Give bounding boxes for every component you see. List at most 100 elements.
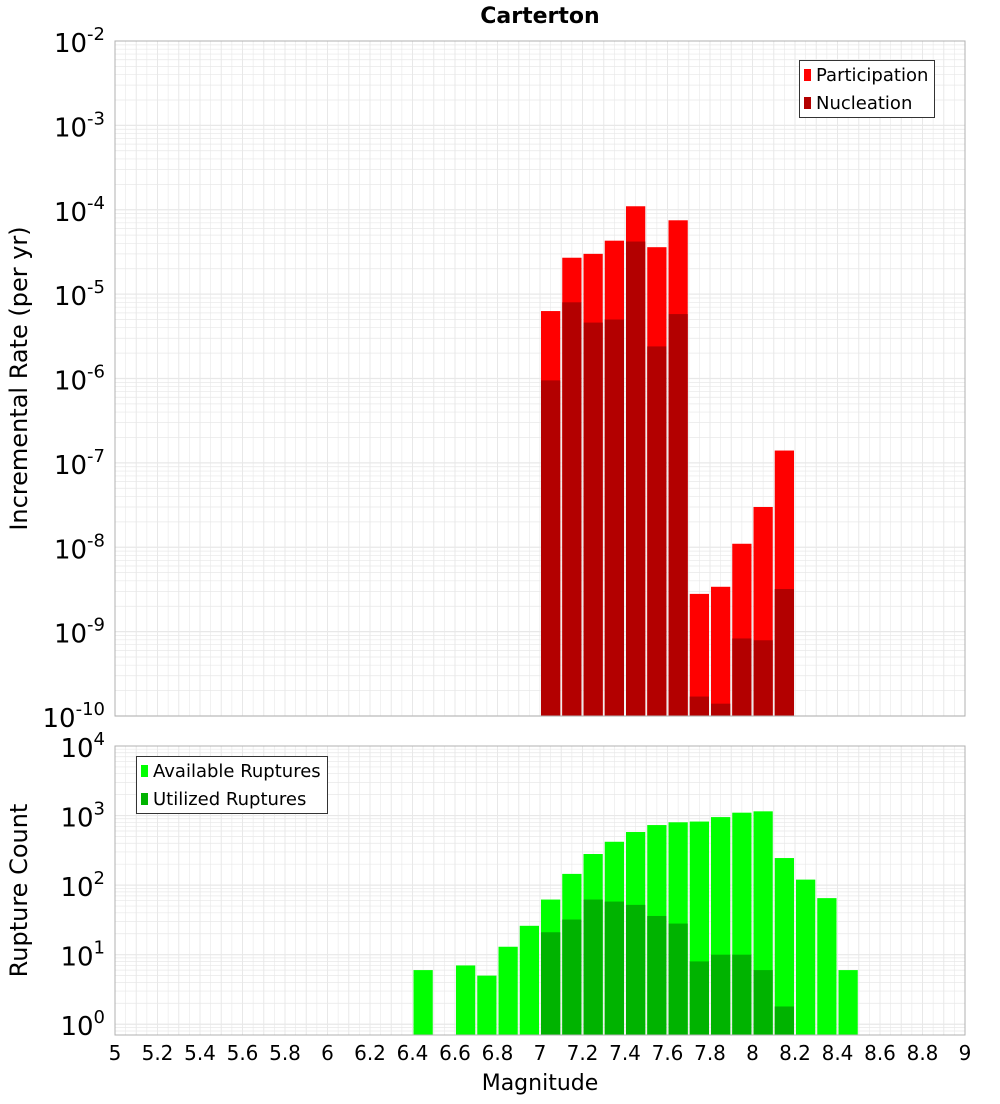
legend-swatch-participation xyxy=(804,69,811,81)
y-tick-label: 102 xyxy=(60,868,105,903)
x-tick-label: 6.4 xyxy=(397,1041,429,1065)
x-tick-label: 5.8 xyxy=(269,1041,301,1065)
bar-utilized-ruptures xyxy=(753,970,773,1035)
bar-nucleation xyxy=(647,346,667,716)
y-tick-label: 104 xyxy=(60,729,105,764)
bar-utilized-ruptures xyxy=(626,904,646,1035)
bar-participation xyxy=(711,586,731,716)
x-tick-label: 7 xyxy=(534,1041,547,1065)
bar-available-ruptures xyxy=(796,879,816,1035)
bar-nucleation xyxy=(626,241,646,717)
x-tick-label: 8.4 xyxy=(822,1041,854,1065)
x-axis-title: Magnitude xyxy=(482,1071,599,1096)
y-tick-label: 10-3 xyxy=(54,108,105,143)
bar-nucleation xyxy=(753,640,773,716)
legend-item-nucleation: Nucleation xyxy=(800,89,934,117)
bar-utilized-ruptures xyxy=(647,915,667,1035)
bar-utilized-ruptures xyxy=(668,923,688,1035)
y-tick-label: 101 xyxy=(60,938,105,973)
bar-utilized-ruptures xyxy=(711,954,731,1035)
legend-label-utilized: Utilized Ruptures xyxy=(153,788,307,810)
legend-label-participation: Participation xyxy=(816,64,929,86)
bars-count xyxy=(413,811,858,1035)
bar-nucleation xyxy=(732,638,752,716)
x-tick-label: 5.2 xyxy=(142,1041,174,1065)
bar-available-ruptures xyxy=(456,965,476,1035)
bar-available-ruptures xyxy=(774,858,794,1035)
x-tick-label: 7.2 xyxy=(567,1041,599,1065)
bar-nucleation xyxy=(604,319,624,716)
x-tick-labels: 5 5.2 5.4 5.6 5.8 6 6.2 6.4 6.6 6.8 7 7.2 7.4 7.6 7.8 8… xyxy=(109,1041,972,1065)
bar-nucleation xyxy=(668,314,688,716)
x-tick-label: 5 xyxy=(109,1041,122,1065)
bar-utilized-ruptures xyxy=(774,1006,794,1035)
x-tick-label: 7.8 xyxy=(694,1041,726,1065)
x-tick-label: 6.8 xyxy=(482,1041,514,1065)
bar-nucleation xyxy=(541,380,561,716)
y-axis-title-count: Rupture Count xyxy=(5,804,33,978)
bar-utilized-ruptures xyxy=(583,899,603,1035)
y-tick-label: 10-9 xyxy=(54,615,105,650)
legend-item-participation: Participation xyxy=(800,61,934,89)
bar-utilized-ruptures xyxy=(604,901,624,1035)
bar-available-ruptures xyxy=(413,970,433,1035)
bar-nucleation xyxy=(562,302,582,716)
bar-available-ruptures xyxy=(817,898,837,1035)
bar-utilized-ruptures xyxy=(541,932,561,1035)
bar-available-ruptures xyxy=(477,975,497,1035)
y-tick-label: 103 xyxy=(60,799,105,834)
x-tick-label: 6.6 xyxy=(439,1041,471,1065)
legend-item-available: Available Ruptures xyxy=(137,757,327,785)
y-tick-label: 10-5 xyxy=(54,277,105,312)
x-tick-label: 5.6 xyxy=(227,1041,259,1065)
bar-utilized-ruptures xyxy=(689,961,709,1035)
legend-label-available: Available Ruptures xyxy=(153,760,321,782)
panel-count: 104 103 102 101 100 Rupture Count 5 5.2 5.4 5.6 5.… xyxy=(5,729,971,1096)
bar-participation xyxy=(689,593,709,716)
x-tick-label: 6.2 xyxy=(354,1041,386,1065)
x-tick-label: 9 xyxy=(959,1041,972,1065)
plot-frame-rate xyxy=(114,40,966,717)
bar-nucleation xyxy=(774,589,794,716)
y-tick-label: 10-8 xyxy=(54,530,105,565)
x-tick-label: 6 xyxy=(321,1041,334,1065)
panel-rate: 10-2 10-3 10-4 10-5 10-6 10-7 10-8 10-9 10-10 Inc… xyxy=(5,4,966,734)
y-tick-label: 10-10 xyxy=(43,699,106,734)
bar-available-ruptures xyxy=(519,925,539,1035)
legend-label-nucleation: Nucleation xyxy=(816,92,913,114)
y-axis-title-rate: Incremental Rate (per yr) xyxy=(5,226,33,530)
x-tick-label: 8.2 xyxy=(779,1041,811,1065)
legend-swatch-nucleation xyxy=(804,97,811,109)
y-tick-label: 10-4 xyxy=(54,193,105,228)
plot-frame-count xyxy=(114,745,966,1036)
x-tick-label: 7.6 xyxy=(652,1041,684,1065)
x-tick-label: 5.4 xyxy=(184,1041,216,1065)
chart-title: Carterton xyxy=(480,4,599,29)
legend-swatch-utilized xyxy=(141,793,148,805)
bottom-legend: Available Ruptures Utilized Ruptures xyxy=(136,756,328,814)
x-tick-label: 7.4 xyxy=(609,1041,641,1065)
grid-rate xyxy=(114,41,966,717)
top-legend: Participation Nucleation xyxy=(799,60,936,118)
bar-utilized-ruptures xyxy=(732,954,752,1035)
y-tick-label: 10-7 xyxy=(54,446,105,481)
y-tick-label: 10-2 xyxy=(54,24,105,59)
y-tick-label: 10-6 xyxy=(54,362,105,397)
bars-rate xyxy=(541,206,794,717)
y-tick-labels-rate: 10-2 10-3 10-4 10-5 10-6 10-7 10-8 10-9 10-10 xyxy=(43,24,106,734)
bar-available-ruptures xyxy=(498,946,518,1035)
y-tick-label: 100 xyxy=(60,1007,105,1042)
x-tick-label: 8.8 xyxy=(907,1041,939,1065)
bar-nucleation xyxy=(711,703,731,716)
x-tick-label: 8.6 xyxy=(864,1041,896,1065)
bar-utilized-ruptures xyxy=(562,919,582,1035)
bar-available-ruptures xyxy=(838,970,858,1035)
x-tick-label: 8 xyxy=(746,1041,759,1065)
bar-nucleation xyxy=(689,696,709,716)
legend-swatch-available xyxy=(141,765,148,777)
y-tick-labels-count: 104 103 102 101 100 xyxy=(60,729,105,1042)
legend-item-utilized: Utilized Ruptures xyxy=(137,785,327,813)
bar-nucleation xyxy=(583,322,603,716)
